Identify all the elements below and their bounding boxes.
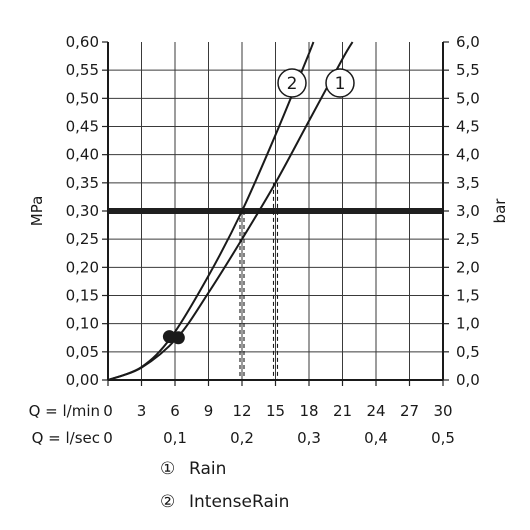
series-2-marker-label: 2 <box>287 74 298 94</box>
series-2-curve <box>107 41 315 381</box>
x-tick-label: 24 <box>366 402 385 420</box>
y-left-tick-label: 0,30 <box>66 202 99 220</box>
legend: ① Rain ② IntenseRain <box>160 459 289 512</box>
y-right-tick-label: 1,0 <box>456 315 480 333</box>
y-right-tick-label: 5,5 <box>456 61 480 79</box>
y-left-tick-label: 0,55 <box>66 61 99 79</box>
x-secondary-tick-label: 0,3 <box>297 429 321 447</box>
x-tick-label: 27 <box>400 402 419 420</box>
x-tick-label: 6 <box>170 402 180 420</box>
x-tick-label: 3 <box>137 402 147 420</box>
axes <box>102 41 449 386</box>
x-tick-label: 12 <box>232 402 251 420</box>
y-right-tick-label: 4,5 <box>456 118 480 136</box>
y-left-tick-label: 0,40 <box>66 146 99 164</box>
y-left-tick-label: 0,25 <box>66 230 99 248</box>
y-left-tick-label: 0,10 <box>66 315 99 333</box>
series-1-marker-circle <box>325 68 355 98</box>
y-right-tick-label: 5,0 <box>456 89 480 107</box>
y-left-tick-label: 0,50 <box>66 89 99 107</box>
x-tick-label: 0 <box>103 402 113 420</box>
y-axis-left-label: MPa <box>28 196 46 227</box>
y-right-tick-label: 2,0 <box>456 258 480 276</box>
y-left-tick-label: 0,20 <box>66 258 99 276</box>
y-right-tick-label: 3,5 <box>456 174 480 192</box>
x-tick-label: 18 <box>299 402 318 420</box>
series-2-marker-circle <box>277 68 307 98</box>
legend-label-intenserain: IntenseRain <box>189 492 289 512</box>
y-left-tick-label: 0,15 <box>66 287 99 305</box>
x-tick-label: 30 <box>433 402 452 420</box>
series-1-marker-label: 1 <box>335 74 346 94</box>
x-secondary-tick-label: 0 <box>103 429 113 447</box>
x-tick-label: 9 <box>204 402 214 420</box>
x-secondary-tick-label: 0,4 <box>364 429 388 447</box>
x-axis-label: Q = l/min <box>29 402 100 420</box>
x-secondary-tick-label: 0,1 <box>163 429 187 447</box>
curves: 12 <box>107 41 355 381</box>
y-left-tick-label: 0,45 <box>66 118 99 136</box>
x-tick-label: 15 <box>266 402 285 420</box>
legend-marker-1: ① <box>160 459 175 479</box>
legend-label-rain: Rain <box>189 459 226 479</box>
x-axis-secondary-label: Q = l/sec <box>32 429 100 447</box>
y-right-tick-label: 6,0 <box>456 33 480 51</box>
y-right-tick-label: 1,5 <box>456 287 480 305</box>
x-secondary-tick-label: 0,5 <box>431 429 455 447</box>
y-axis-right-label: bar <box>491 198 509 224</box>
reference-line-group <box>108 182 443 380</box>
legend-marker-2: ② <box>160 492 175 512</box>
y-left-tick-label: 0,05 <box>66 343 99 361</box>
y-left-tick-label: 0,60 <box>66 33 99 51</box>
y-right-tick-label: 4,0 <box>456 146 480 164</box>
y-right-tick-label: 3,0 <box>456 202 480 220</box>
y-right-tick-label: 2,5 <box>456 230 480 248</box>
y-right-tick-label: 0,0 <box>456 371 480 389</box>
y-left-tick-label: 0,35 <box>66 174 99 192</box>
tick-labels: 0 3 6 9 12 15 18 21 24 27 300 0,1 0,2 0,3 0,4 0,50,000,… <box>66 33 480 447</box>
grid <box>108 42 443 380</box>
operating-point-series-2 <box>162 330 176 344</box>
x-secondary-tick-label: 0,2 <box>230 429 254 447</box>
x-tick-label: 21 <box>333 402 352 420</box>
y-left-tick-label: 0,00 <box>66 371 99 389</box>
y-right-tick-label: 0,5 <box>456 343 480 361</box>
